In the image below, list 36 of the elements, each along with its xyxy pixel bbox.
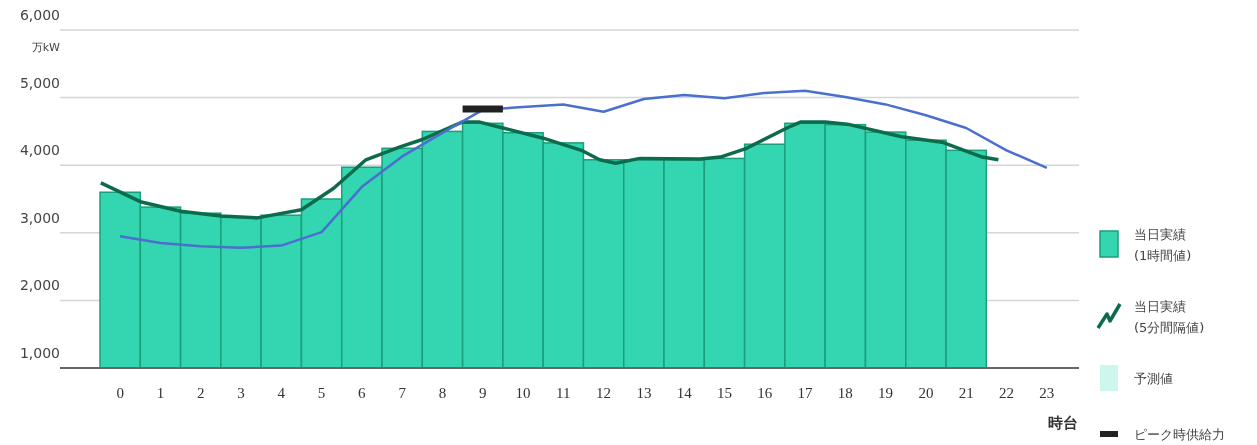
x-tick-label: 13: [636, 385, 652, 401]
x-tick-label: 1: [156, 385, 165, 401]
x-tick-label: 10: [515, 385, 531, 401]
x-tick-label: 12: [596, 385, 612, 401]
x-tick-label: 7: [398, 385, 407, 401]
x-tick-label: 19: [878, 385, 894, 401]
y-tick-label: 6,000: [19, 7, 60, 23]
x-tick-label: 4: [277, 385, 286, 401]
x-tick-label: 21: [958, 385, 974, 401]
y-tick-label: 5,000: [19, 74, 60, 91]
x-tick-label: 3: [237, 385, 245, 401]
x-tick-label: 20: [918, 385, 934, 401]
x-tick-label: 15: [716, 385, 732, 401]
x-tick-label: 23: [1039, 385, 1055, 401]
x-tick-label: 2: [196, 385, 205, 401]
x-tick-label: 0: [116, 385, 124, 401]
x-tick-label: 18: [837, 385, 853, 401]
y-tick-label: 3,000: [19, 209, 60, 226]
x-tick-label: 5: [317, 385, 326, 401]
x-tick-label: 11: [556, 385, 571, 401]
y-tick-label: 2,000: [19, 277, 60, 294]
x-tick-label: 17: [797, 385, 814, 401]
x-axis-title: 時台: [1048, 414, 1078, 432]
x-tick-label: 22: [998, 385, 1014, 401]
x-tick-label: 8: [438, 385, 447, 401]
x-tick-label: 6: [358, 385, 367, 401]
y-axis-title: 万kW: [31, 41, 61, 54]
y-tick-label: 4,000: [19, 142, 60, 159]
x-tick-label: 14: [676, 385, 693, 401]
x-tick-label: 16: [757, 385, 773, 401]
x-tick-label: 9: [478, 385, 487, 401]
legend-label: 予測値: [1134, 371, 1173, 386]
legend-label: 当日実績 (5分間隔値): [1134, 299, 1205, 335]
legend-label: ピーク時供給力: [1134, 427, 1225, 442]
legend-label: 当日実績 (1時間値): [1134, 227, 1192, 263]
y-tick-label: 1,000: [19, 345, 60, 361]
